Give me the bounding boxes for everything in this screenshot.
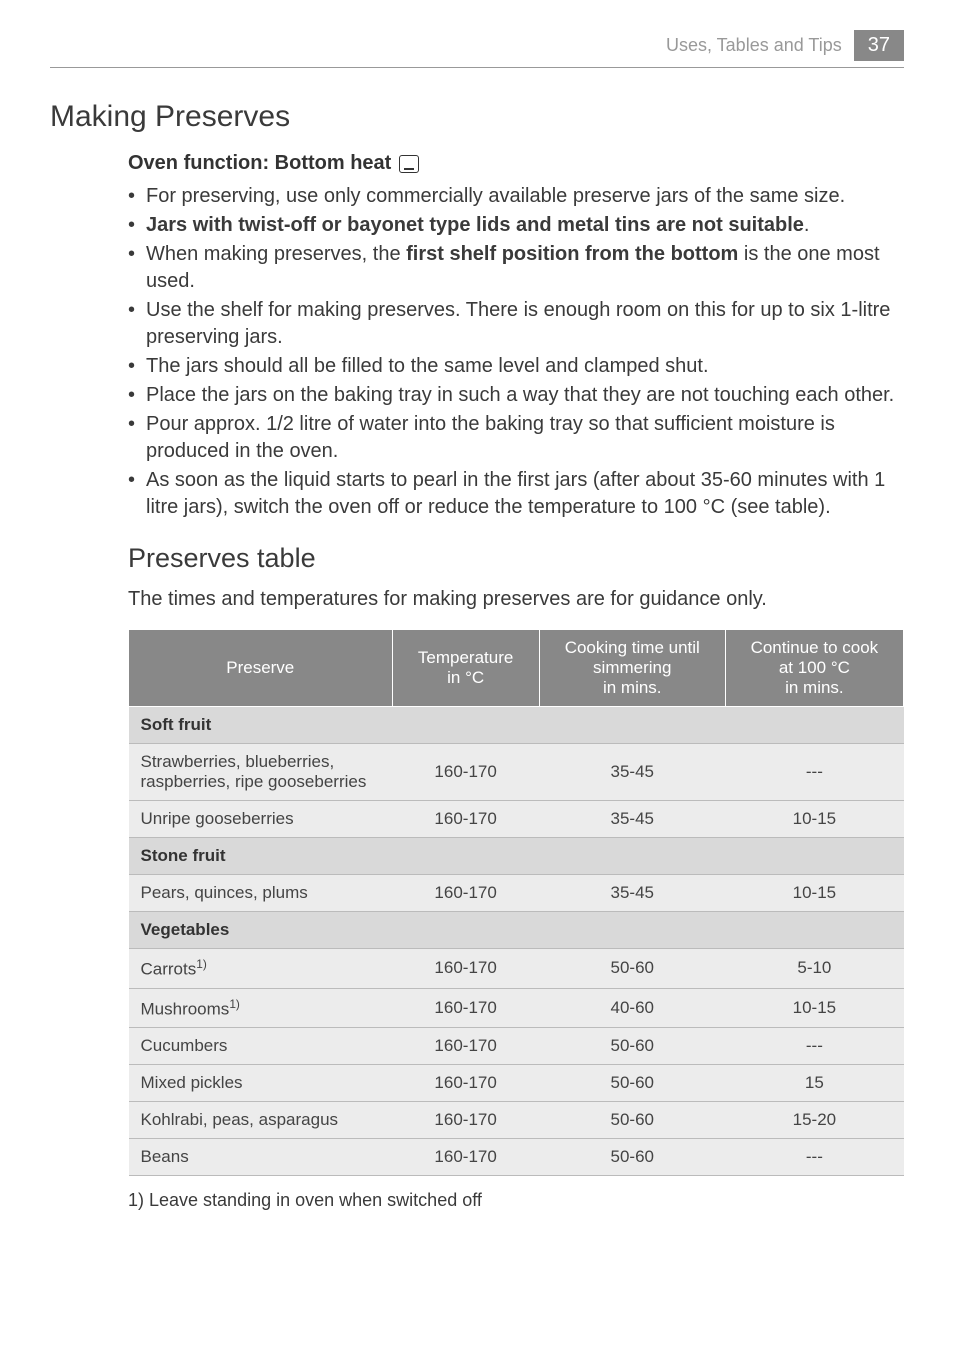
table-cell: 160-170 (392, 1102, 539, 1139)
footnote-marker: 1) (196, 957, 207, 971)
table-cell: Cucumbers (129, 1028, 393, 1065)
instruction-item: For preserving, use only commercially av… (128, 183, 904, 210)
table-cell: --- (725, 1139, 903, 1176)
section-label: Uses, Tables and Tips (666, 35, 842, 56)
table-cell: --- (725, 1028, 903, 1065)
text-segment: When making preserves, the (146, 243, 406, 265)
table-cell: 160-170 (392, 1139, 539, 1176)
table-section-row: Soft fruit (129, 707, 904, 744)
table-cell: 50-60 (539, 1028, 725, 1065)
table-cell: Carrots1) (129, 949, 393, 989)
table-header-cell: Continue to cookat 100 °Cin mins. (725, 630, 903, 707)
bottom-heat-icon (399, 155, 419, 173)
text-segment: . (804, 214, 810, 236)
header-rule (50, 67, 904, 68)
table-cell: 160-170 (392, 875, 539, 912)
table-row: Mixed pickles160-17050-6015 (129, 1065, 904, 1102)
footnote-marker: 1) (229, 997, 240, 1011)
preserves-table: PreserveTemperaturein °CCooking time unt… (128, 629, 904, 1176)
table-cell: 35-45 (539, 801, 725, 838)
table-cell: Beans (129, 1139, 393, 1176)
table-section-row: Vegetables (129, 912, 904, 949)
table-row: Pears, quinces, plums160-17035-4510-15 (129, 875, 904, 912)
table-cell: 160-170 (392, 949, 539, 989)
subheading: Preserves table (128, 543, 904, 574)
text-segment: first shelf position from the bottom (406, 243, 738, 265)
table-row: Strawberries, blueberries, raspberries, … (129, 744, 904, 801)
table-row: Cucumbers160-17050-60--- (129, 1028, 904, 1065)
table-section-cell: Soft fruit (129, 707, 904, 744)
table-cell: Strawberries, blueberries, raspberries, … (129, 744, 393, 801)
table-footnote: 1) Leave standing in oven when switched … (128, 1190, 904, 1211)
table-cell: 35-45 (539, 875, 725, 912)
oven-function-heading: Oven function: Bottom heat (128, 152, 904, 175)
table-cell: 35-45 (539, 744, 725, 801)
table-section-cell: Vegetables (129, 912, 904, 949)
instruction-list: For preserving, use only commercially av… (128, 183, 904, 521)
table-row: Beans160-17050-60--- (129, 1139, 904, 1176)
table-cell: 160-170 (392, 744, 539, 801)
text-segment: The jars should all be filled to the sam… (146, 355, 709, 377)
table-cell: Unripe gooseberries (129, 801, 393, 838)
instruction-item: Pour approx. 1/2 litre of water into the… (128, 411, 904, 465)
text-segment: Pour approx. 1/2 litre of water into the… (146, 413, 835, 462)
table-cell: 160-170 (392, 1065, 539, 1102)
table-body: Soft fruitStrawberries, blueberries, ras… (129, 707, 904, 1176)
table-cell: 10-15 (725, 988, 903, 1028)
table-cell: Pears, quinces, plums (129, 875, 393, 912)
table-cell: Kohlrabi, peas, asparagus (129, 1102, 393, 1139)
table-cell: 10-15 (725, 801, 903, 838)
table-section-cell: Stone fruit (129, 838, 904, 875)
instruction-item: Place the jars on the baking tray in suc… (128, 382, 904, 409)
page-title: Making Preserves (50, 100, 904, 134)
table-cell: 10-15 (725, 875, 903, 912)
table-cell: Mushrooms1) (129, 988, 393, 1028)
table-cell: --- (725, 744, 903, 801)
table-cell: Mixed pickles (129, 1065, 393, 1102)
table-cell: 160-170 (392, 988, 539, 1028)
table-header-cell: Cooking time untilsimmeringin mins. (539, 630, 725, 707)
table-cell: 15-20 (725, 1102, 903, 1139)
content-block: Oven function: Bottom heat For preservin… (50, 152, 904, 1211)
table-header-row: PreserveTemperaturein °CCooking time unt… (129, 630, 904, 707)
table-cell: 40-60 (539, 988, 725, 1028)
table-cell: 50-60 (539, 1065, 725, 1102)
page-number: 37 (854, 30, 904, 61)
table-cell: 160-170 (392, 801, 539, 838)
table-cell: 50-60 (539, 1102, 725, 1139)
oven-function-text: Oven function: Bottom heat (128, 152, 391, 175)
table-row: Unripe gooseberries160-17035-4510-15 (129, 801, 904, 838)
instruction-item: Use the shelf for making preserves. Ther… (128, 297, 904, 351)
text-segment: For preserving, use only commercially av… (146, 185, 845, 207)
table-row: Carrots1)160-17050-605-10 (129, 949, 904, 989)
instruction-item: The jars should all be filled to the sam… (128, 353, 904, 380)
page-header: Uses, Tables and Tips 37 (50, 30, 904, 61)
table-cell: 50-60 (539, 1139, 725, 1176)
instruction-item: As soon as the liquid starts to pearl in… (128, 467, 904, 521)
text-segment: As soon as the liquid starts to pearl in… (146, 469, 885, 518)
table-section-row: Stone fruit (129, 838, 904, 875)
table-row: Kohlrabi, peas, asparagus160-17050-6015-… (129, 1102, 904, 1139)
text-segment: Use the shelf for making preserves. Ther… (146, 299, 890, 348)
table-header-cell: Temperaturein °C (392, 630, 539, 707)
instruction-item: When making preserves, the first shelf p… (128, 241, 904, 295)
table-cell: 50-60 (539, 949, 725, 989)
table-cell: 160-170 (392, 1028, 539, 1065)
table-row: Mushrooms1)160-17040-6010-15 (129, 988, 904, 1028)
table-caption: The times and temperatures for making pr… (128, 588, 904, 611)
table-cell: 5-10 (725, 949, 903, 989)
text-segment: Jars with twist-off or bayonet type lids… (146, 214, 804, 236)
table-header-cell: Preserve (129, 630, 393, 707)
instruction-item: Jars with twist-off or bayonet type lids… (128, 212, 904, 239)
text-segment: Place the jars on the baking tray in suc… (146, 384, 894, 406)
table-cell: 15 (725, 1065, 903, 1102)
